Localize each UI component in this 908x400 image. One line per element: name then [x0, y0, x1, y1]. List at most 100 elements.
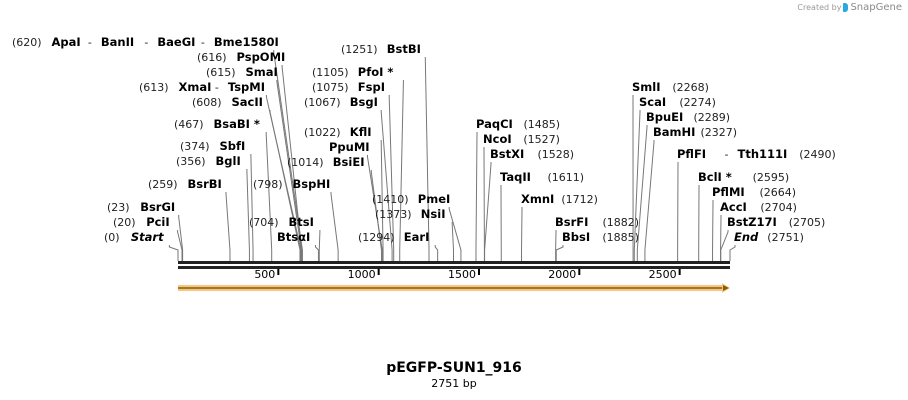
restriction-site[interactable]: (467) BsaBI * — [174, 117, 260, 131]
restriction-site[interactable]: BsrFI (1882) — [555, 215, 639, 229]
enzyme-name[interactable]: PciI — [146, 215, 169, 229]
restriction-site[interactable]: (20) PciI — [113, 215, 170, 229]
enzyme-name[interactable]: PflFI — [677, 147, 706, 161]
restriction-site[interactable]: (23) BsrGI — [107, 200, 175, 214]
enzyme-name[interactable]: PfoI * — [358, 65, 394, 79]
restriction-site[interactable]: BamHI (2327) — [653, 125, 737, 139]
enzyme-name[interactable]: Start — [131, 230, 164, 244]
restriction-site[interactable]: (1410) PmeI — [372, 192, 450, 206]
enzyme-name[interactable]: BtsI — [289, 215, 314, 229]
enzyme-name[interactable]: NsiI — [421, 207, 446, 221]
enzyme-name[interactable]: BaeGI — [157, 35, 195, 49]
restriction-site[interactable]: TaqII (1611) — [500, 170, 584, 184]
tick-label: 500 — [254, 268, 275, 281]
enzyme-name[interactable]: PpuMI — [329, 140, 370, 154]
restriction-site[interactable]: BstXI (1528) — [490, 147, 574, 161]
restriction-site[interactable]: (1014) BsiEI — [287, 155, 364, 169]
enzyme-name[interactable]: BsrBI — [188, 177, 222, 191]
restriction-site[interactable]: (1105) PfoI * — [312, 65, 393, 79]
enzyme-name[interactable]: ScaI — [639, 95, 666, 109]
enzyme-name[interactable]: BspHI — [293, 177, 331, 191]
cut-leader-line — [315, 245, 319, 261]
cut-position: (1485) — [524, 118, 561, 131]
cut-position: (1527) — [523, 133, 560, 146]
cut-leader-line — [225, 192, 231, 261]
enzyme-name[interactable]: Tth111I — [738, 147, 788, 161]
restriction-site[interactable]: (620) ApaI - BanII - BaeGI - Bme1580I — [12, 35, 279, 49]
restriction-site[interactable]: (616) PspOMI — [197, 50, 285, 64]
enzyme-name[interactable]: BsgI — [350, 95, 378, 109]
restriction-site[interactable]: (356) BglI — [176, 154, 241, 168]
enzyme-name[interactable]: TspMI — [228, 80, 265, 94]
restriction-site[interactable]: PflFI - Tth111I (2490) — [677, 147, 836, 161]
restriction-site[interactable]: (608) SacII — [192, 95, 263, 109]
restriction-site[interactable]: ScaI (2274) — [639, 95, 716, 109]
restriction-site[interactable]: PpuMI — [329, 140, 370, 154]
enzyme-name[interactable]: BclI * — [698, 170, 732, 184]
enzyme-name[interactable]: BsrGI — [140, 200, 175, 214]
restriction-site[interactable]: End (2751) — [734, 230, 804, 244]
enzyme-name[interactable]: XmaI — [179, 80, 212, 94]
enzyme-name[interactable]: End — [734, 230, 759, 244]
enzyme-name[interactable]: BstXI — [490, 147, 524, 161]
enzyme-name[interactable]: XmnI — [521, 192, 554, 206]
enzyme-name[interactable]: BanII — [101, 35, 134, 49]
restriction-site[interactable]: XmnI (1712) — [521, 192, 598, 206]
restriction-site[interactable]: PflMI (2664) — [712, 185, 796, 199]
enzyme-name[interactable]: PspOMI — [237, 50, 286, 64]
enzyme-name[interactable]: Bme1580I — [214, 35, 279, 49]
enzyme-name[interactable]: ApaI — [52, 35, 81, 49]
enzyme-name[interactable]: PmeI — [418, 192, 451, 206]
restriction-site[interactable]: (1251) BstBI — [341, 42, 421, 56]
restriction-site[interactable]: BbsI (1885) — [562, 230, 639, 244]
restriction-site[interactable]: AccI (2704) — [720, 200, 797, 214]
enzyme-name[interactable]: BstBI — [387, 42, 421, 56]
enzyme-name[interactable]: NcoI — [483, 132, 512, 146]
restriction-site[interactable]: (1075) FspI — [312, 80, 385, 94]
restriction-site[interactable]: (1373) NsiI — [375, 207, 446, 221]
restriction-site[interactable]: BpuEI (2289) — [646, 110, 730, 124]
cut-leader-line — [380, 140, 384, 261]
restriction-site[interactable]: NcoI (1527) — [483, 132, 560, 146]
enzyme-name[interactable]: KflI — [350, 125, 372, 139]
restriction-site[interactable]: (1294) EarI — [358, 230, 429, 244]
enzyme-name[interactable]: BglI — [216, 154, 241, 168]
restriction-site[interactable]: BstZ17I (2705) — [727, 215, 825, 229]
enzyme-name[interactable]: SbfI — [220, 139, 246, 153]
restriction-site[interactable]: (259) BsrBI — [148, 177, 222, 191]
enzyme-name[interactable]: BbsI — [562, 230, 590, 244]
restriction-site[interactable]: (704) BtsI — [249, 215, 314, 229]
cut-leader-line — [388, 95, 395, 261]
tick-mark — [578, 269, 581, 275]
restriction-site[interactable]: (798) BspHI — [253, 177, 330, 191]
restriction-site[interactable]: (613) XmaI - TspMI — [139, 80, 265, 94]
restriction-site[interactable]: (615) SmaI — [206, 65, 278, 79]
enzyme-name[interactable]: BamHI — [653, 125, 695, 139]
enzyme-name[interactable]: PflMI — [712, 185, 745, 199]
restriction-site[interactable]: (374) SbfI — [180, 139, 245, 153]
enzyme-name[interactable]: BtsαI — [277, 230, 310, 244]
restriction-site[interactable]: (1067) BsgI — [304, 95, 378, 109]
enzyme-name[interactable]: BpuEI — [646, 110, 683, 124]
restriction-site[interactable]: BtsαI — [277, 230, 310, 244]
enzyme-name[interactable]: SacII — [232, 95, 263, 109]
restriction-site[interactable]: SmlI (2268) — [632, 80, 709, 94]
restriction-site[interactable]: BclI * (2595) — [698, 170, 789, 184]
enzyme-name[interactable]: FspI — [358, 80, 385, 94]
enzyme-name[interactable]: PaqCI — [476, 117, 513, 131]
cut-position: (1294) — [358, 231, 395, 244]
enzyme-name[interactable]: SmlI — [632, 80, 661, 94]
restriction-site[interactable]: PaqCI (1485) — [476, 117, 560, 131]
restriction-site[interactable]: (1022) KflI — [304, 125, 372, 139]
restriction-site[interactable]: (0) Start — [104, 230, 164, 244]
enzyme-name[interactable]: BstZ17I — [727, 215, 777, 229]
enzyme-name[interactable]: TaqII — [500, 170, 531, 184]
enzyme-name[interactable]: BsaBI * — [214, 117, 260, 131]
enzyme-name[interactable]: BsrFI — [555, 215, 588, 229]
feature-arrow[interactable] — [178, 283, 730, 293]
enzyme-name[interactable]: AccI — [720, 200, 747, 214]
enzyme-name[interactable]: EarI — [404, 230, 430, 244]
cut-leader-line — [434, 245, 439, 261]
enzyme-name[interactable]: SmaI — [246, 65, 278, 79]
enzyme-name[interactable]: BsiEI — [333, 155, 365, 169]
